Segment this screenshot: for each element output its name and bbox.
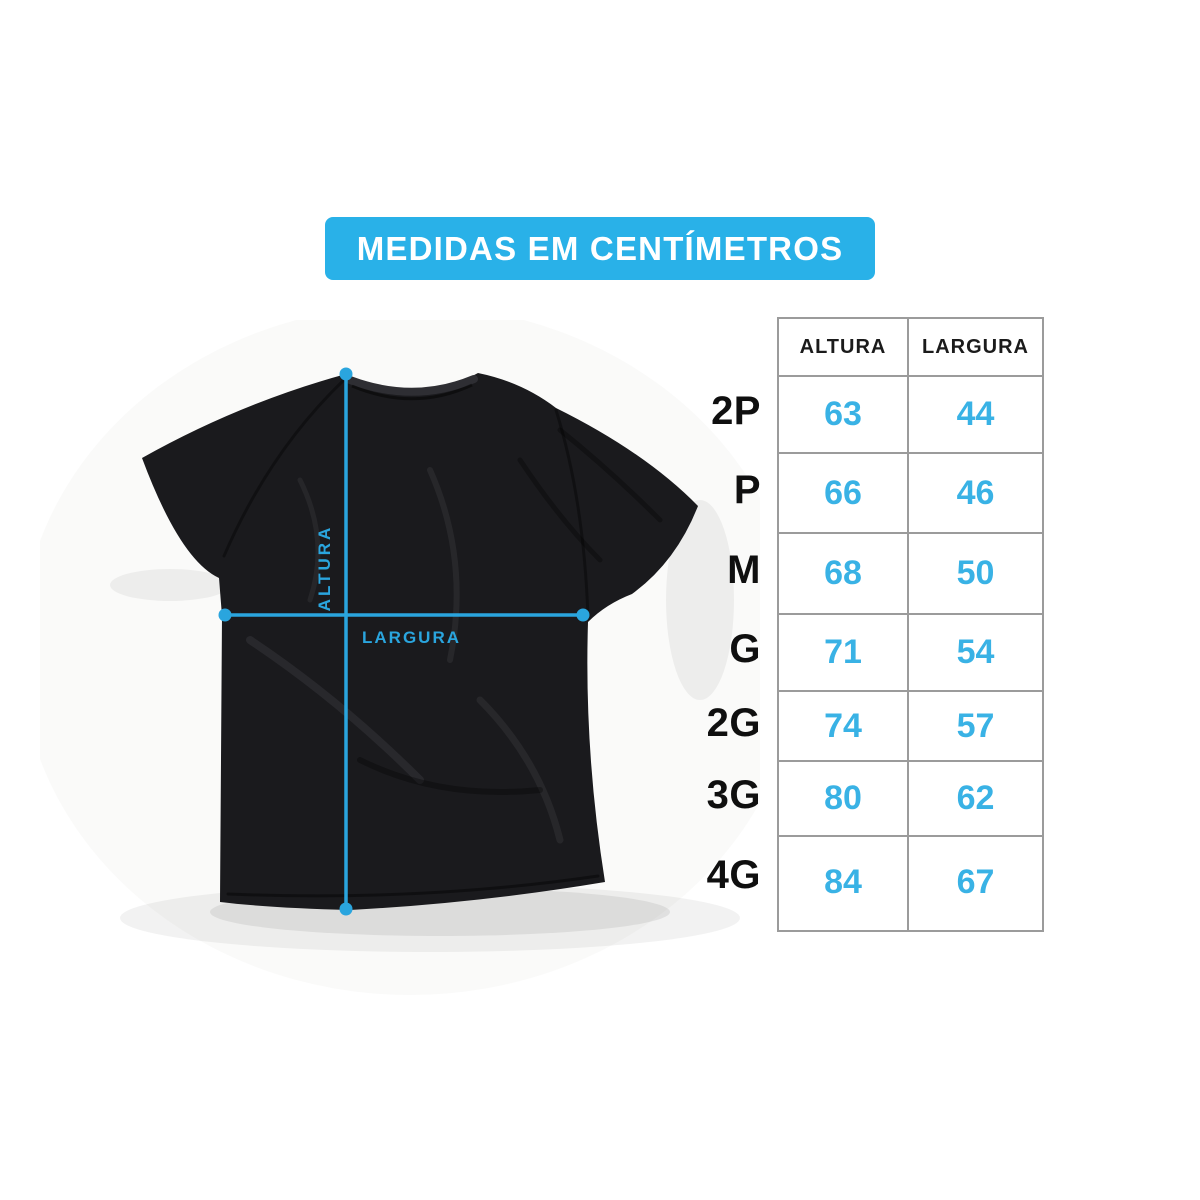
size-label: P — [733, 467, 761, 512]
size-label: 4G — [706, 853, 761, 897]
size-table: ALTURA LARGURA 63 44 66 46 68 50 71 54 7… — [777, 317, 1044, 932]
cell-p-altura: 66 — [779, 452, 907, 532]
width-axis-label: LARGURA — [362, 628, 461, 647]
cell-g-altura: 71 — [779, 613, 907, 690]
cell-3g-largura: 62 — [907, 760, 1042, 835]
measure-dot-right — [576, 608, 590, 622]
cell-3g-altura: 80 — [779, 760, 907, 835]
cell-2p-largura: 44 — [907, 375, 1042, 452]
title-banner: MEDIDAS EM CENTÍMETROS — [325, 217, 875, 280]
size-label: 2P — [711, 389, 761, 433]
cell-2g-largura: 57 — [907, 690, 1042, 760]
measure-dot-bottom — [339, 902, 353, 916]
cell-m-largura: 50 — [907, 532, 1042, 613]
tshirt-silhouette — [142, 373, 698, 910]
size-label: 3G — [706, 773, 761, 817]
cell-4g-largura: 67 — [907, 835, 1042, 930]
column-header-altura: ALTURA — [799, 335, 887, 358]
size-label: M — [727, 548, 761, 592]
size-label: 2G — [706, 700, 761, 745]
measure-dot-top — [339, 367, 353, 381]
cell-m-altura: 68 — [779, 532, 907, 613]
tshirt-diagram: ALTURA LARGURA — [40, 320, 760, 995]
page-title: MEDIDAS EM CENTÍMETROS — [356, 229, 844, 267]
shirt-seams — [222, 376, 663, 898]
height-axis-label: ALTURA — [315, 525, 334, 612]
cell-4g-altura: 84 — [779, 835, 907, 930]
cell-p-largura: 46 — [907, 452, 1042, 532]
height-measure-line — [339, 367, 353, 916]
collar — [346, 375, 478, 401]
cell-2p-altura: 63 — [779, 375, 907, 452]
cell-2g-altura: 74 — [779, 690, 907, 760]
measure-dot-left — [218, 608, 232, 622]
column-header-largura: LARGURA — [907, 319, 1042, 375]
width-measure-line — [218, 608, 590, 622]
size-label-column: 2P P M G 2G 3G 4G — [600, 317, 761, 928]
size-label: G — [729, 627, 761, 671]
cell-g-largura: 54 — [907, 613, 1042, 690]
